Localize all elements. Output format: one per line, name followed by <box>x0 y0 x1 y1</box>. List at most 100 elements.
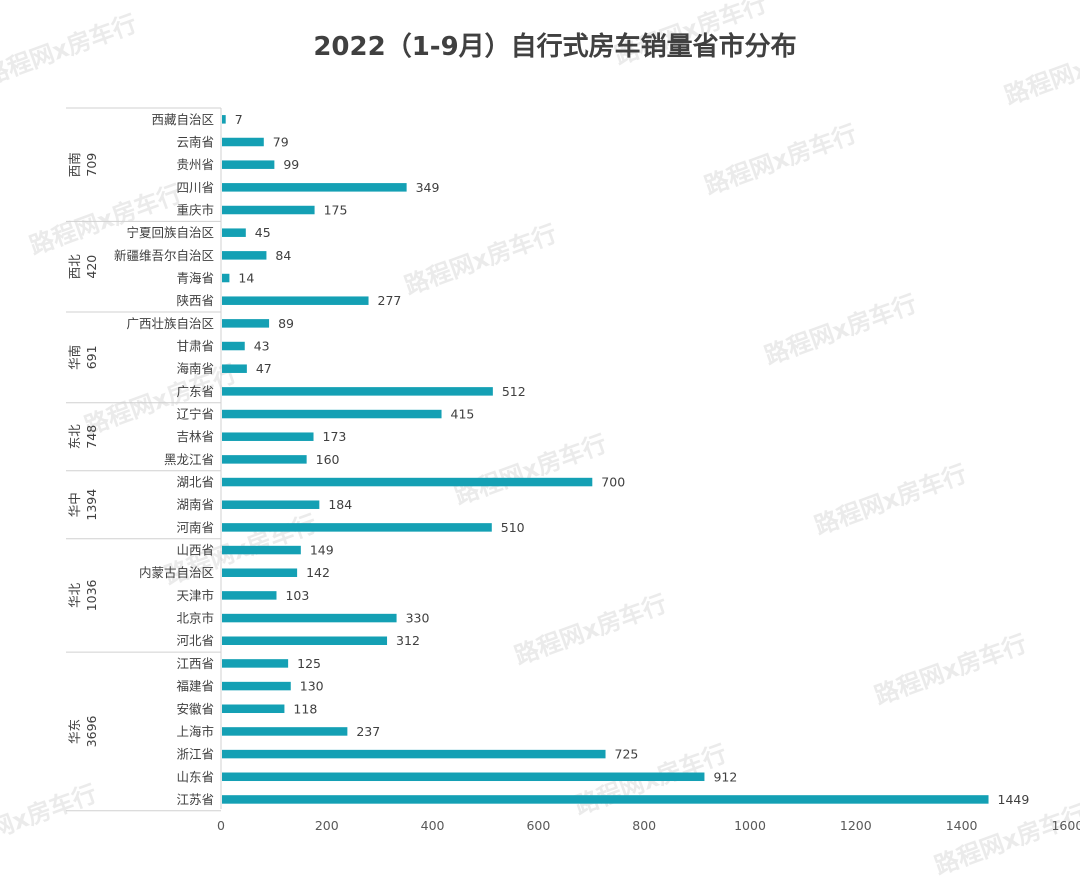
bar <box>222 636 388 645</box>
bar <box>222 273 230 283</box>
value-label: 173 <box>323 429 347 444</box>
bar <box>222 205 315 215</box>
region-name-label: 西北 <box>67 254 82 280</box>
category-label: 上海市 <box>176 724 214 739</box>
category-label: 陕西省 <box>176 293 214 308</box>
x-tick-label: 1400 <box>946 818 978 833</box>
category-label: 北京市 <box>176 611 214 626</box>
region-name-label: 华中 <box>67 492 82 517</box>
region-total-label: 709 <box>84 153 99 177</box>
value-label: 47 <box>256 361 272 376</box>
category-label: 青海省 <box>176 271 214 286</box>
category-label: 黑龙江省 <box>164 452 214 467</box>
value-label: 142 <box>306 565 330 580</box>
value-label: 84 <box>275 248 291 263</box>
bar <box>222 523 492 532</box>
x-tick-label: 1200 <box>840 818 872 833</box>
category-label: 吉林省 <box>176 429 214 444</box>
value-label: 99 <box>283 157 299 172</box>
category-label: 山西省 <box>176 543 214 558</box>
region-name-label: 华东 <box>67 719 82 744</box>
value-label: 14 <box>238 271 254 286</box>
value-label: 415 <box>451 407 475 422</box>
value-label: 512 <box>502 384 526 399</box>
category-label: 广西壮族自治区 <box>126 316 214 331</box>
bar <box>222 251 267 260</box>
value-label: 103 <box>285 588 309 603</box>
region-total-label: 420 <box>84 255 99 279</box>
region-name-label: 东北 <box>67 424 82 450</box>
bar <box>222 568 298 577</box>
bar <box>222 659 289 668</box>
value-label: 130 <box>300 679 324 694</box>
bar <box>222 727 348 736</box>
bar <box>222 545 301 555</box>
value-label: 312 <box>396 633 420 648</box>
category-label: 西藏自治区 <box>151 112 214 127</box>
bar <box>222 455 307 464</box>
category-label: 山东省 <box>176 769 214 784</box>
bar <box>222 160 275 169</box>
value-label: 510 <box>501 520 525 535</box>
x-tick-label: 800 <box>632 818 656 833</box>
bar <box>222 749 606 759</box>
bar <box>222 319 270 328</box>
bar <box>222 228 246 237</box>
x-tick-label: 1600 <box>1051 818 1080 833</box>
value-label: 43 <box>254 339 270 354</box>
bar <box>222 364 247 373</box>
value-label: 125 <box>297 656 321 671</box>
x-tick-label: 600 <box>526 818 550 833</box>
value-label: 184 <box>328 497 352 512</box>
category-label: 福建省 <box>176 679 214 694</box>
category-label: 云南省 <box>176 135 214 150</box>
category-label: 江西省 <box>176 656 214 671</box>
chart-title: 2022（1-9月）自行式房车销量省市分布 <box>313 32 797 62</box>
region-total-label: 3696 <box>84 715 99 747</box>
category-label: 天津市 <box>176 588 214 603</box>
bar <box>222 296 369 305</box>
bar <box>222 115 226 124</box>
category-label: 宁夏回族自治区 <box>126 225 214 240</box>
value-label: 237 <box>356 724 380 739</box>
x-tick-label: 400 <box>421 818 445 833</box>
value-label: 7 <box>235 112 243 127</box>
region-total-label: 691 <box>84 345 99 369</box>
region-total-label: 1394 <box>84 489 99 521</box>
value-label: 700 <box>601 475 625 490</box>
bar <box>222 591 277 600</box>
bar <box>222 613 397 623</box>
bar <box>222 704 285 714</box>
category-label: 湖南省 <box>176 497 214 512</box>
category-label: 海南省 <box>176 361 214 376</box>
category-label: 重庆市 <box>176 203 214 218</box>
value-label: 89 <box>278 316 294 331</box>
x-tick-label: 200 <box>315 818 339 833</box>
category-label: 辽宁省 <box>176 407 214 422</box>
value-label: 725 <box>615 747 639 762</box>
category-label: 江苏省 <box>176 792 214 807</box>
bar <box>222 387 493 396</box>
bar <box>222 477 593 487</box>
bar <box>222 409 442 419</box>
bar <box>222 341 245 351</box>
region-name-label: 华南 <box>67 345 82 370</box>
value-label: 912 <box>713 769 737 784</box>
value-label: 175 <box>324 203 348 218</box>
value-label: 349 <box>416 180 440 195</box>
category-label: 广东省 <box>176 384 214 399</box>
region-total-label: 748 <box>84 425 99 449</box>
bar <box>222 500 320 509</box>
category-label: 内蒙古自治区 <box>139 565 214 580</box>
category-label: 新疆维吾尔自治区 <box>114 248 214 263</box>
bar <box>222 137 264 147</box>
value-label: 149 <box>310 543 334 558</box>
bar <box>222 432 314 441</box>
bar <box>222 772 705 782</box>
bar <box>222 183 407 192</box>
value-label: 118 <box>293 701 317 716</box>
value-label: 160 <box>316 452 340 467</box>
category-label: 湖北省 <box>176 475 214 490</box>
value-label: 1449 <box>998 792 1030 807</box>
